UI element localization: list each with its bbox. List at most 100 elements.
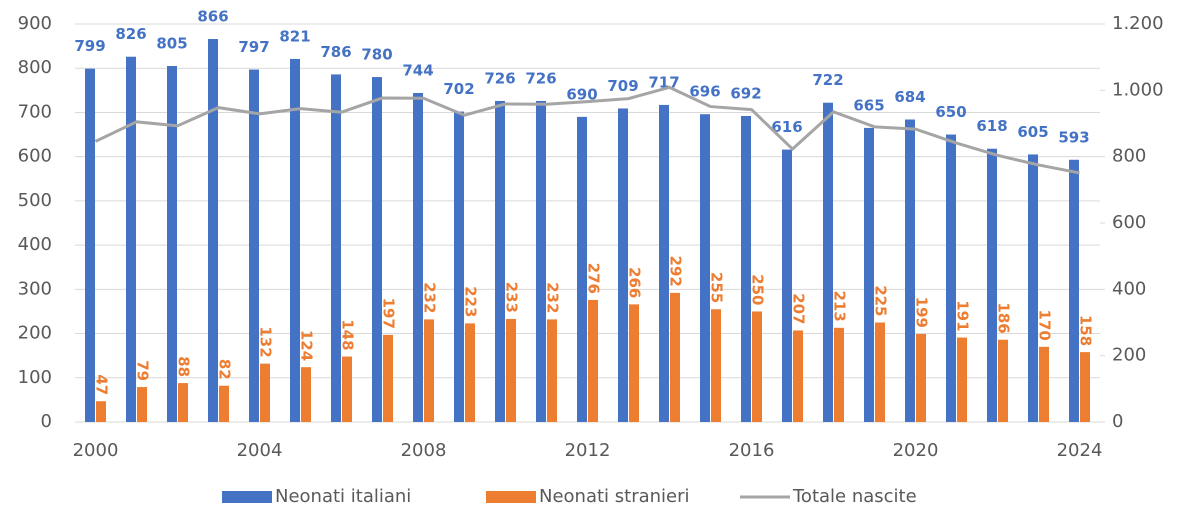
bar [577, 116, 587, 422]
y-tick-label: 300 [18, 278, 52, 299]
value-label: 797 [238, 38, 269, 56]
value-label: 250 [749, 274, 767, 305]
value-label: 690 [566, 85, 597, 103]
bar [424, 319, 434, 422]
bar [875, 322, 885, 422]
value-label: 726 [525, 69, 556, 87]
bar [588, 299, 598, 422]
value-label: 232 [544, 282, 562, 313]
bar [96, 401, 106, 422]
value-label: 702 [443, 80, 474, 98]
y-tick-label: 500 [18, 190, 52, 211]
bar [957, 337, 967, 422]
y-tick-label: 0 [41, 411, 52, 432]
y-tick-label: 100 [18, 367, 52, 388]
value-label: 232 [421, 282, 439, 313]
value-label: 191 [954, 300, 972, 331]
value-label: 726 [484, 69, 515, 87]
value-label: 276 [585, 263, 603, 294]
x-tick-label: 2024 [1057, 440, 1103, 461]
value-label: 158 [1077, 315, 1095, 346]
bar [331, 74, 341, 422]
bar [536, 100, 546, 423]
bar [219, 385, 229, 422]
value-label: 618 [976, 117, 1007, 135]
bar [1039, 346, 1049, 422]
bar [670, 292, 680, 422]
y-tick-label: 700 [18, 101, 52, 122]
bar [711, 309, 721, 422]
bar [823, 102, 833, 423]
y-tick-label: 200 [18, 323, 52, 344]
bar [864, 127, 874, 422]
value-label: 780 [361, 46, 392, 64]
y2-tick-label: 0 [1112, 411, 1123, 432]
legend-swatch [486, 491, 536, 503]
bar [465, 323, 475, 422]
value-label: 744 [402, 61, 433, 79]
y-tick-label: 900 [18, 13, 52, 34]
value-label: 799 [74, 37, 105, 55]
y2-tick-label: 400 [1112, 278, 1146, 299]
y-tick-label: 400 [18, 234, 52, 255]
value-label: 197 [380, 298, 398, 329]
bar [372, 77, 382, 423]
value-label: 213 [831, 290, 849, 321]
value-label: 650 [935, 103, 966, 121]
bar [916, 333, 926, 422]
bar [659, 104, 669, 422]
x-tick-label: 2016 [729, 440, 775, 461]
value-label: 124 [298, 330, 316, 361]
bar [1028, 154, 1038, 422]
y-tick-label: 600 [18, 146, 52, 167]
bar [629, 304, 639, 422]
value-label: 696 [689, 83, 720, 101]
bar [1069, 159, 1079, 423]
line [94, 85, 1080, 175]
value-label: 616 [771, 118, 802, 136]
value-label: 866 [197, 8, 228, 26]
bar [290, 58, 300, 423]
x-tick-label: 2020 [893, 440, 939, 461]
legend-label: Totale nascite [792, 486, 917, 507]
value-label: 709 [607, 77, 638, 95]
value-label: 79 [134, 360, 152, 381]
bar [834, 327, 844, 422]
value-label: 266 [626, 267, 644, 298]
x-tick-label: 2000 [73, 440, 119, 461]
value-label: 132 [257, 326, 275, 357]
value-label: 593 [1058, 128, 1089, 146]
value-label: 170 [1036, 310, 1054, 341]
y2-tick-label: 1.000 [1112, 79, 1164, 100]
value-label: 292 [667, 256, 685, 287]
bar [249, 69, 259, 422]
bar [700, 114, 710, 423]
bar [137, 387, 147, 422]
value-label: 82 [216, 359, 234, 380]
legend-label: Neonati stranieri [539, 486, 690, 507]
bar [208, 39, 218, 423]
bar [167, 66, 177, 422]
value-label: 186 [995, 302, 1013, 333]
value-label: 88 [175, 356, 193, 377]
bar [1080, 352, 1090, 422]
value-label: 786 [320, 43, 351, 61]
bar [495, 100, 505, 423]
bar [793, 330, 803, 422]
bar [260, 363, 270, 422]
value-label: 225 [872, 285, 890, 316]
y2-tick-label: 600 [1112, 212, 1146, 233]
legend-label: Neonati italiani [275, 486, 411, 507]
bar [752, 311, 762, 422]
bar [413, 92, 423, 422]
value-label: 207 [790, 293, 808, 324]
bar [383, 334, 393, 422]
legend-swatch [222, 491, 272, 503]
x-tick-label: 2008 [401, 440, 447, 461]
value-label: 692 [730, 84, 761, 102]
bar [987, 148, 997, 422]
value-label: 199 [913, 297, 931, 328]
value-label: 148 [339, 319, 357, 350]
bar [618, 108, 628, 422]
